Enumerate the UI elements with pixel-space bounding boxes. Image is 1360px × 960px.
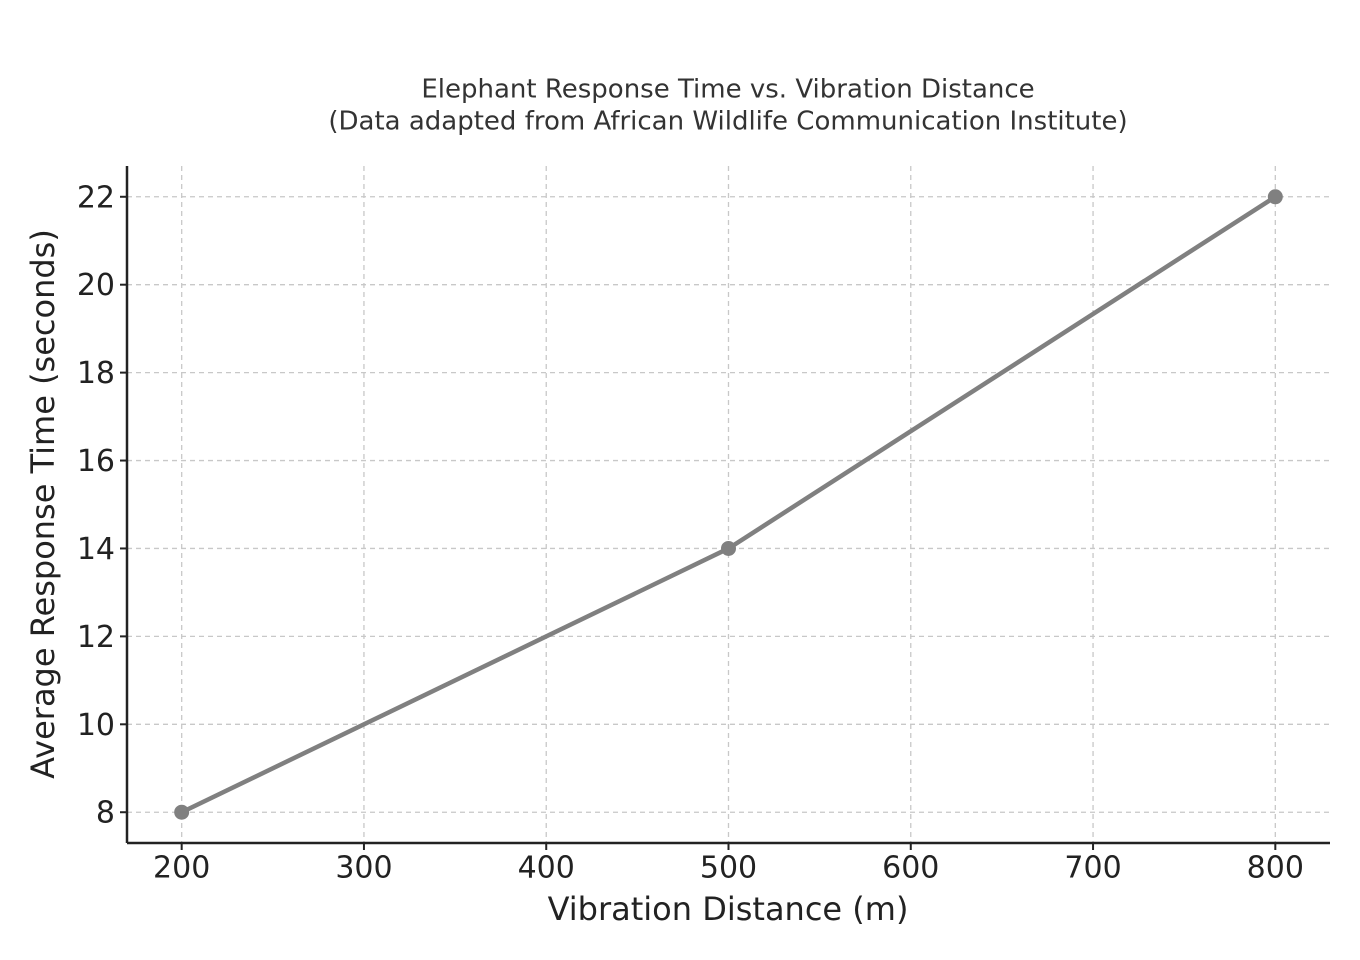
y-tick-label: 20 bbox=[77, 268, 115, 303]
y-tick-label: 18 bbox=[77, 356, 115, 391]
y-tick-label: 12 bbox=[77, 620, 115, 655]
x-tick-label: 500 bbox=[700, 851, 757, 886]
chart-subtitle: (Data adapted from African Wildlife Comm… bbox=[328, 107, 1127, 137]
x-tick-label: 800 bbox=[1247, 851, 1304, 886]
x-tick-label: 400 bbox=[518, 851, 575, 886]
x-tick-label: 700 bbox=[1064, 851, 1121, 886]
y-tick-label: 16 bbox=[77, 444, 115, 479]
y-tick-label: 8 bbox=[96, 796, 115, 831]
x-tick-label: 200 bbox=[153, 851, 210, 886]
y-tick-label: 14 bbox=[77, 532, 115, 567]
y-tick-label: 10 bbox=[77, 708, 115, 743]
x-tick-label: 600 bbox=[882, 851, 939, 886]
x-tick-label: 300 bbox=[335, 851, 392, 886]
x-axis-label: Vibration Distance (m) bbox=[548, 890, 909, 928]
y-axis-label: Average Response Time (seconds) bbox=[24, 229, 62, 779]
data-point bbox=[174, 804, 190, 820]
data-point bbox=[1267, 189, 1283, 205]
data-point bbox=[721, 540, 736, 556]
y-tick-label: 22 bbox=[77, 180, 115, 215]
chart-title: Elephant Response Time vs. Vibration Dis… bbox=[421, 75, 1034, 105]
